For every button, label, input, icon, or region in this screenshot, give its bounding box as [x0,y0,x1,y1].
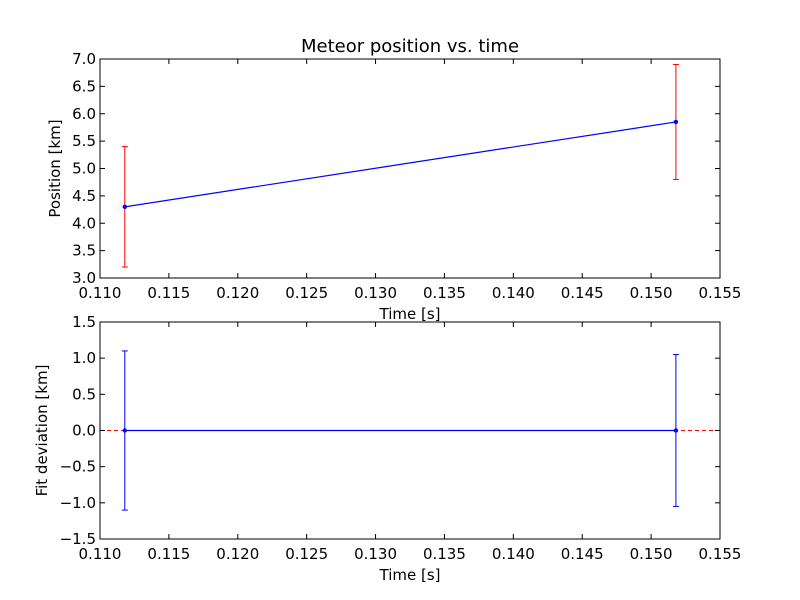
fit-deviation-subplot: 0.110 0.115 0.120 0.125 0.130 0.135 0.140 0.145… [33,313,741,584]
axis-ticks: 0.110 0.115 0.120 0.125 0.130 0.135 0.140 0.145… [72,50,741,302]
x-tick-label: 0.120 [216,545,259,563]
plot-frame [99,58,721,279]
plot-marks [121,63,679,268]
y-tick-label: 4.5 [72,187,96,205]
x-tick-label: 0.110 [79,284,122,302]
series-line [124,121,677,208]
x-tick-label: 0.145 [561,545,604,563]
data-point [673,428,679,433]
y-tick-label: 3.0 [72,269,96,287]
x-tick-label: 0.125 [285,545,328,563]
x-tick-label: 0.115 [147,284,190,302]
y-tick-label: −1.5 [60,530,96,548]
x-tick-label: 0.120 [216,284,259,302]
x-tick-label: 0.135 [423,545,466,563]
x-tick-label: 0.140 [492,545,535,563]
y-tick-label: 6.5 [72,77,96,95]
x-tick-label: 0.155 [699,284,742,302]
y-tick-label: −0.5 [60,458,96,476]
data-point [122,428,128,433]
x-tick-label: 0.135 [423,284,466,302]
x-tick-label: 0.140 [492,284,535,302]
x-tick-label: 0.150 [630,284,673,302]
x-tick-label: 0.125 [285,284,328,302]
position-subplot: Meteor position vs. time 0.110 0.115 0.120… [46,36,741,323]
axis-ticks: 0.110 0.115 0.120 0.125 0.130 0.135 0.140 0.145… [60,313,742,563]
y-tick-label: 0.0 [72,422,96,440]
y-tick-label: 7.0 [72,50,96,68]
x-tick-label: 0.110 [79,545,122,563]
data-point [673,119,679,125]
plot-marks [100,350,720,511]
x-axis-label: Time [s] [379,305,441,323]
x-tick-label: 0.150 [630,545,673,563]
data-point [122,204,128,210]
y-axis-label: Fit deviation [km] [33,365,51,497]
x-tick-label: 0.155 [699,545,742,563]
x-tick-label: 0.145 [561,284,604,302]
y-axis-label: Position [km] [46,119,64,217]
y-tick-label: 1.0 [72,349,96,367]
x-tick-label: 0.115 [147,545,190,563]
x-tick-label: 0.130 [354,284,397,302]
y-tick-label: 4.0 [72,214,96,232]
y-tick-label: 3.5 [72,242,96,260]
x-axis-label: Time [s] [379,566,441,584]
chart-title: Meteor position vs. time [301,36,519,57]
y-tick-label: 6.0 [72,105,96,123]
y-tick-label: 5.5 [72,132,96,150]
x-tick-label: 0.130 [354,545,397,563]
y-tick-label: 5.0 [72,160,96,178]
y-tick-label: −1.0 [60,494,96,512]
y-tick-label: 1.5 [72,313,96,331]
y-tick-label: 0.5 [72,385,96,403]
